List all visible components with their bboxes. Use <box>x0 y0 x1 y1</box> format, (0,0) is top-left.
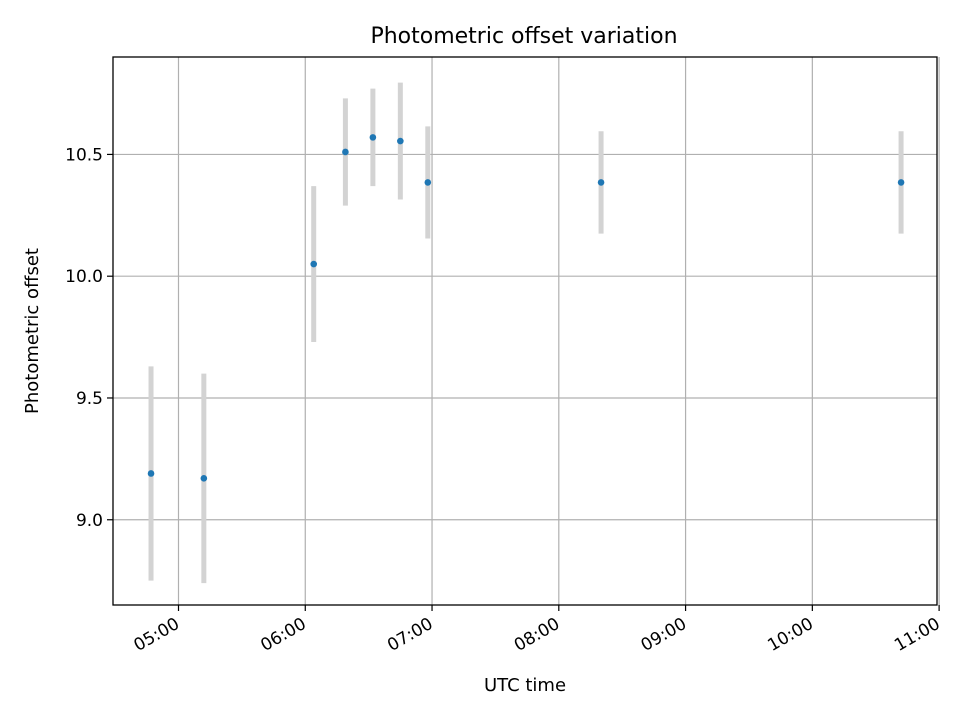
data-point <box>200 475 208 482</box>
x-axis-label: UTC time <box>484 675 566 696</box>
y-tick-label: 10.0 <box>65 267 103 287</box>
x-tick-label: 08:00 <box>511 614 563 656</box>
x-tick-label: 10:00 <box>764 614 816 656</box>
grid <box>113 57 940 605</box>
chart-title: Photometric offset variation <box>370 24 677 49</box>
y-tick-label: 10.5 <box>65 145 103 165</box>
data-point <box>597 179 605 186</box>
x-tick-label: 07:00 <box>384 614 436 656</box>
data-point <box>342 148 349 156</box>
y-tick-label: 9.0 <box>76 511 103 531</box>
y-axis: 9.0 9.5 10.0 10.5 <box>65 145 113 531</box>
plot-frame <box>112 56 938 606</box>
x-tick-label: 11:00 <box>891 614 943 656</box>
x-tick-label: 06:00 <box>257 614 309 656</box>
data-point <box>147 470 155 477</box>
data-point <box>369 134 377 141</box>
error-bars <box>148 82 904 584</box>
x-tick-label: 05:00 <box>131 614 183 656</box>
data-point <box>397 137 404 145</box>
data-point <box>424 179 432 186</box>
y-tick-label: 9.5 <box>76 389 103 409</box>
y-axis-label: Photometric offset <box>22 248 43 414</box>
data-points <box>147 134 905 482</box>
x-tick-label: 09:00 <box>638 614 690 656</box>
data-point <box>897 179 905 186</box>
data-point <box>310 260 318 268</box>
x-axis: 05:00 06:00 07:00 08:00 09:00 10:00 11:00 <box>131 605 944 656</box>
